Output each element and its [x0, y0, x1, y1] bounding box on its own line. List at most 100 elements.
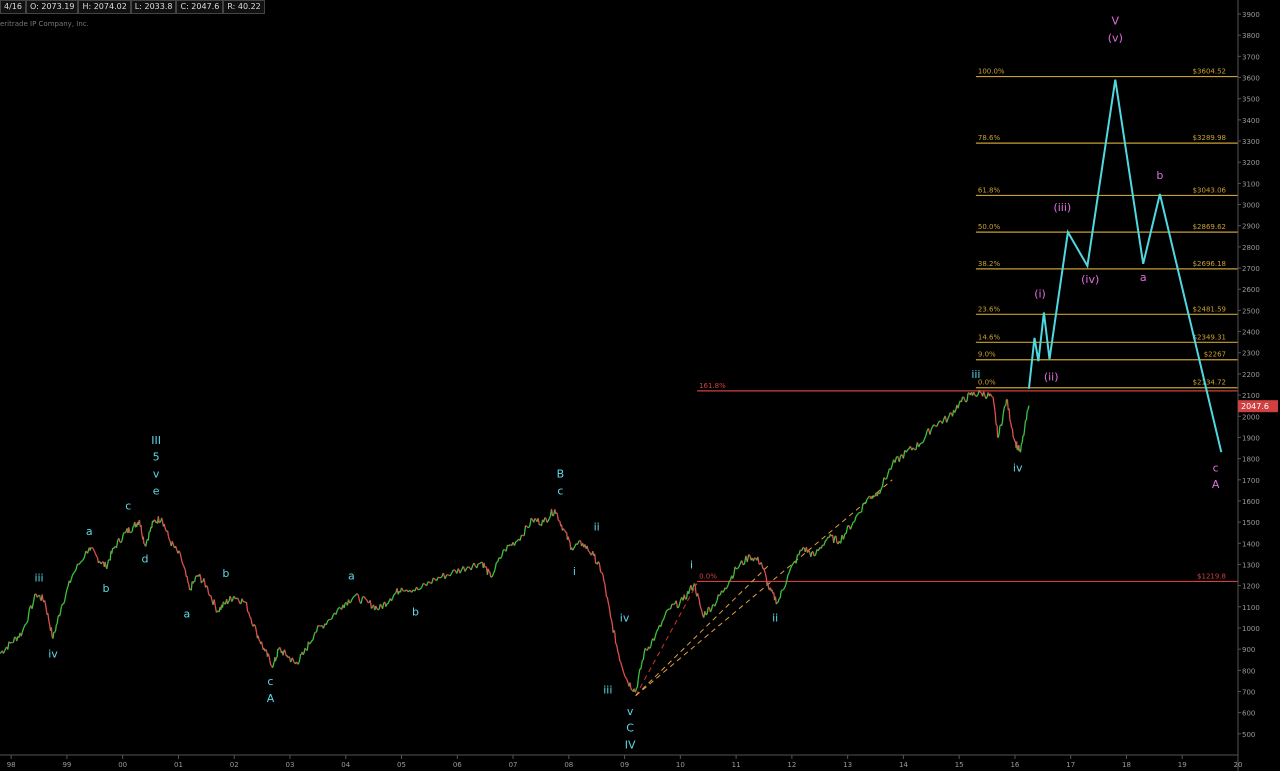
price-segment-24-9	[231, 596, 235, 601]
price-segment-37-4	[357, 594, 361, 602]
price-segment-32-5	[298, 659, 301, 663]
price-segment-19-4	[183, 565, 186, 569]
price-segment-72-6	[764, 573, 767, 578]
price-segment-62-2	[644, 647, 647, 651]
price-segment-93-2	[1006, 399, 1009, 411]
y-tick-label-18: 2300	[1242, 350, 1260, 358]
price-segment-18-10	[179, 553, 182, 559]
price-segment-27-4	[258, 639, 261, 642]
price-segment-26-4	[248, 612, 251, 617]
copyright-text: eritrade IP Company, Inc.	[0, 20, 89, 28]
price-segment-45-3	[470, 565, 474, 571]
wave-label-38: A	[1212, 478, 1220, 491]
price-segment-51-8	[550, 508, 554, 517]
y-tick-label-32: 3700	[1242, 53, 1260, 61]
fib-level-pct-3: 50.0%	[978, 223, 1001, 231]
price-segment-56-8	[599, 565, 602, 573]
y-tick-label-11: 1600	[1242, 498, 1260, 506]
price-segment-63-6	[661, 618, 665, 622]
price-segment-85-1	[919, 442, 922, 445]
wave-label-13: A	[267, 692, 275, 705]
fib-level-price-0: $3604.52	[1193, 68, 1226, 76]
price-segment-22-5	[210, 595, 213, 601]
fib-level-pct-5: 23.6%	[978, 305, 1001, 313]
price-segment-11-8	[121, 533, 124, 541]
price-segment-86-10	[946, 418, 949, 423]
price-segment-24-6	[229, 595, 232, 599]
price-segment-22-9	[214, 605, 218, 613]
price-segment-85-3	[922, 439, 925, 443]
price-segment-83-9	[902, 450, 906, 459]
price-segment-7-8	[83, 550, 87, 559]
price-segment-86-7	[941, 418, 945, 424]
price-segment-74-5	[782, 588, 784, 591]
wave-label-12: c	[267, 675, 273, 688]
price-segment-39-9	[387, 600, 390, 604]
price-segment-28-10	[271, 665, 274, 668]
y-tick-label-6: 1100	[1242, 604, 1260, 612]
price-segment-43-4	[439, 576, 442, 579]
price-segment-15-2	[145, 540, 148, 547]
price-segment-37-7	[362, 595, 365, 598]
price-segment-33-10	[313, 632, 316, 636]
price-segment-46-5	[485, 566, 488, 568]
price-segment-8-7	[93, 550, 96, 554]
price-segment-29-5	[274, 658, 277, 662]
header-open: O: 2073.19	[25, 0, 79, 14]
x-tick-label-5: 03	[286, 761, 295, 769]
price-segment-58-9	[616, 648, 619, 653]
price-segment-17-8	[166, 530, 170, 537]
price-segment-5-9	[59, 612, 62, 617]
price-segment-4-2	[44, 603, 47, 610]
price-segment-58-8	[615, 644, 618, 649]
price-segment-45-5	[473, 562, 476, 567]
price-segment-36-10	[352, 595, 355, 599]
price-segment-5-4	[54, 624, 57, 632]
price-segment-63-10	[667, 608, 670, 611]
price-segment-90-9	[989, 393, 993, 397]
price-segment-91-2	[992, 397, 995, 403]
price-segment-75-1	[788, 568, 792, 574]
wave-label-33: (i)	[1034, 288, 1046, 301]
price-segment-53-3	[564, 530, 567, 533]
price-segment-9-3	[98, 560, 101, 563]
price-segment-57-7	[606, 596, 609, 603]
price-segment-73-9	[775, 602, 778, 605]
price-segment-5-10	[59, 606, 62, 613]
price-segment-80-10	[865, 498, 868, 504]
price-segment-37-10	[366, 599, 369, 603]
price-segment-6-5	[65, 589, 68, 595]
price-segment-77-9	[824, 539, 828, 542]
price-segment-72-4	[763, 567, 766, 572]
price-segment-32-2	[295, 661, 298, 664]
price-segment-51-9	[552, 514, 555, 517]
y-tick-label-28: 3300	[1242, 138, 1260, 146]
price-layer	[0, 389, 1030, 693]
price-segment-79-6	[845, 525, 849, 534]
wave-label-27: iii	[971, 368, 980, 381]
price-segment-49-10	[530, 517, 534, 521]
price-segment-82-4	[881, 477, 885, 487]
price-segment-0-8	[7, 641, 10, 650]
price-segment-68-9	[722, 590, 725, 593]
price-segment-83-6	[898, 455, 902, 462]
wave-label-21: iii	[603, 684, 612, 697]
price-segment-19-8	[186, 576, 189, 583]
price-segment-66-1	[693, 582, 696, 585]
price-segment-75-6	[795, 554, 799, 564]
y-tick-label-15: 2000	[1242, 413, 1260, 421]
y-tick-label-12: 1700	[1242, 477, 1260, 485]
fib-level-pct-8: 0.0%	[978, 379, 996, 387]
price-segment-34-5	[320, 624, 323, 627]
price-segment-70-9	[746, 554, 750, 563]
wave-label-34: (ii)	[1044, 370, 1059, 383]
price-segment-42-10	[432, 577, 436, 580]
price-segment-30-8	[284, 649, 287, 654]
price-segment-41-10	[416, 586, 419, 591]
price-segment-65-9	[691, 587, 694, 591]
price-segment-71-8	[757, 556, 760, 564]
x-tick-label-0: 98	[7, 761, 16, 769]
price-segment-61-7	[640, 664, 643, 670]
price-segment-2-2	[23, 624, 26, 629]
